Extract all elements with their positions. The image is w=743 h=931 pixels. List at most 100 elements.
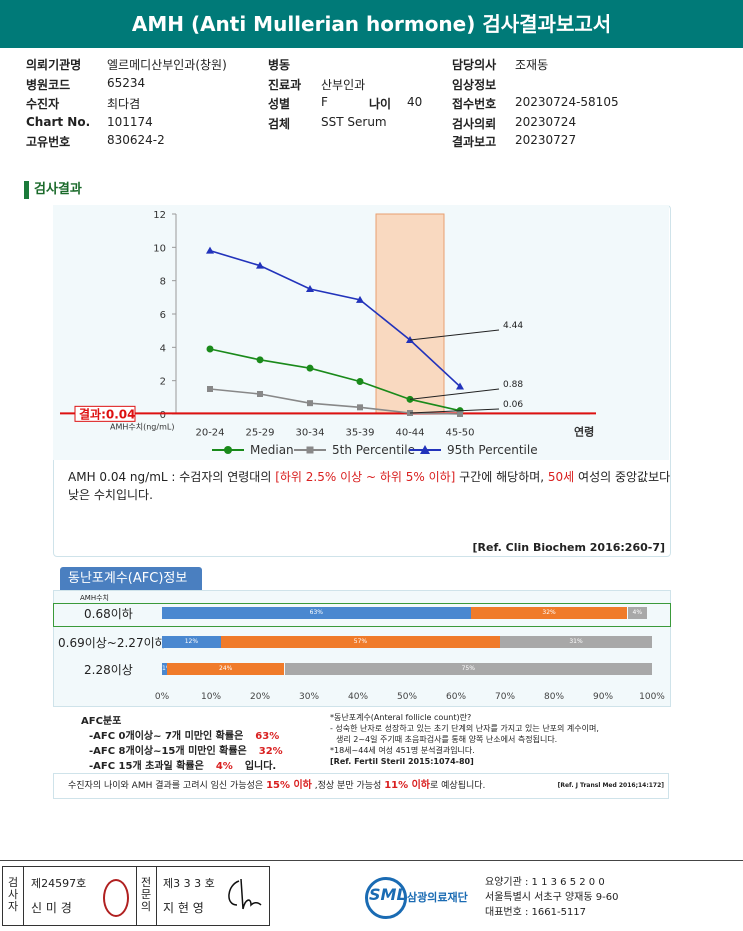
signature-box: 검사자 제24597호 신 미 경 전문의 제3 3 3 호 지 현 영 <box>2 866 270 926</box>
result-text-3: 구간에 해당하며, <box>455 470 548 484</box>
p5-point <box>257 391 263 397</box>
afc-dist-label: -AFC 0개이상~ 7개 미만인 확률은 <box>89 731 244 742</box>
afc-bar-segment: 63% <box>162 607 471 619</box>
result-label-box <box>74 405 136 422</box>
annotation-label: 0.88 <box>503 380 523 390</box>
p5-point <box>307 400 313 407</box>
annotation-label: 0.06 <box>503 400 523 410</box>
x-tick-label: 35-39 <box>345 427 374 438</box>
annotation-leader <box>409 388 500 400</box>
y-axis-label: AMH수치(ng/mL) <box>110 422 174 431</box>
afc-axis-tick: 90% <box>592 692 614 702</box>
col3-key-4: 결과보고 <box>452 135 497 149</box>
afc-note: *동난포계수(Anteral follicle count)란? - 성숙한 난… <box>330 712 660 767</box>
afc-dist-title: AFC분포 <box>81 716 122 727</box>
afc-dist-value: 4% <box>215 761 233 772</box>
afc-dist-label: -AFC 8개이상~15개 미만인 확률은 <box>89 746 247 757</box>
legend-marker-2 <box>420 445 430 454</box>
x-axis-suffix: 연령 <box>574 424 594 438</box>
x-tick-label: 40-44 <box>395 427 424 438</box>
afc-dist-tail: 입니다. <box>244 761 277 772</box>
p5-point <box>357 404 363 411</box>
col2-val-2: F <box>321 95 328 109</box>
inspector-license: 제24597호 <box>31 877 87 890</box>
legend-marker-0 <box>224 446 232 454</box>
afc-note-4: *18세~44세 여성 451명 분석결과입니다. <box>330 746 475 755</box>
preg-reference: [Ref. J Transl Med 2016;14:172] <box>557 782 664 789</box>
median-point <box>306 364 314 372</box>
afc-distribution: AFC분포 -AFC 0개이상~ 7개 미만인 확률은 63% -AFC 8개이상~… <box>53 706 669 772</box>
p95-point <box>206 246 214 254</box>
legend-label-0: Median <box>250 443 294 457</box>
col3-key-2: 접수번호 <box>452 97 497 111</box>
y-tick-label: 12 <box>153 210 166 221</box>
afc-dist-row: -AFC 15개 초과일 확률은 4% 입니다. <box>89 757 276 772</box>
col1-val-4: 830624-2 <box>107 133 165 147</box>
afc-dist-row: -AFC 8개이상~15개 미만인 확률은 32% <box>89 742 283 757</box>
afc-bar: 63% 32% 4% <box>162 607 652 619</box>
afc-axis-tick: 10% <box>200 692 222 702</box>
afc-axis-tick: 30% <box>298 692 320 702</box>
legend-marker-1 <box>306 446 314 454</box>
y-tick-label: 10 <box>153 243 166 254</box>
col1-val-1: 65234 <box>107 76 146 90</box>
result-range: [하위 2.5% 이상 ~ 하위 5% 이하] <box>275 470 456 484</box>
afc-bar: 1%24%75% <box>162 663 652 675</box>
series-line-2 <box>209 249 461 388</box>
afc-axis-tick: 60% <box>445 692 467 702</box>
annotation-leader <box>409 408 500 414</box>
col3-key-0: 담당의사 <box>452 58 497 72</box>
afc-dist-row: -AFC 0개이상~ 7개 미만인 확률은 63% <box>89 727 279 742</box>
legend-label-2: 95th Percentile <box>447 443 538 457</box>
afc-bar: 12% 57% 31% <box>162 636 652 648</box>
afc-axis-tick: 50% <box>396 692 418 702</box>
y-tick-label: 6 <box>160 310 166 321</box>
age-val: 40 <box>407 95 423 109</box>
p95-point <box>356 295 364 303</box>
afc-note-1: *동난포계수(Anteral follicle count)란? <box>330 713 472 722</box>
afc-note-3: 생리 2~4일 주기때 초음파검사를 통해 양쪽 난소에서 측정됩니다. <box>336 735 558 744</box>
series-line-1 <box>209 388 461 415</box>
col3-val-0: 조재동 <box>515 58 549 72</box>
median-point <box>356 378 364 385</box>
col2-val-3: SST Serum <box>321 115 387 129</box>
afc-axis-tick: 0% <box>154 692 170 702</box>
afc-axis-tick: 20% <box>249 692 271 702</box>
col1-key-0: 의뢰기관명 <box>26 58 82 72</box>
y-tick-label: 2 <box>160 377 166 388</box>
result-age: 50세 <box>547 470 575 484</box>
seal-stamp <box>103 879 129 917</box>
chart-area <box>53 205 669 460</box>
sml-brand-name: 삼광의료재단 <box>407 891 468 904</box>
afc-note-5: [Ref. Fertil Steril 2015:1074-80] <box>330 757 474 766</box>
y-tick-label: 4 <box>160 343 166 354</box>
afc-dist-value: 63% <box>255 731 280 742</box>
col1-val-2: 최다겸 <box>107 97 141 111</box>
afc-bar-segment: 31% <box>500 636 652 648</box>
report-title: AMH (Anti Mullerian hormone) 검사결과보고서 <box>131 12 612 36</box>
col3-key-3: 검사의뢰 <box>452 117 497 131</box>
x-tick-label: 20-24 <box>195 427 224 438</box>
physician-name: 지 현 영 <box>163 901 204 915</box>
lab-code: 요양기관 : 1 1 3 6 5 2 0 0 <box>485 877 605 888</box>
col3-val-3: 20230724 <box>515 115 577 129</box>
afc-tab: 동난포계수(AFC)정보 <box>60 567 202 591</box>
afc-bar-segment: 1% <box>162 663 167 675</box>
afc-bar-segment: 24% <box>166 663 285 675</box>
result-text-6: 낮은 수치입니다. <box>68 488 153 502</box>
y-tick-label: 0 <box>160 410 166 421</box>
highlight-band <box>375 213 445 415</box>
physician-license: 제3 3 3 호 <box>163 877 215 890</box>
preg-text-5: 로 예상됩니다. <box>430 781 486 791</box>
result-reference: [Ref. Clin Biochem 2016:260-7] <box>472 541 665 554</box>
afc-row-label: 0.68이하 <box>84 607 133 621</box>
col3-key-1: 임상정보 <box>452 78 497 92</box>
series-line-0 <box>209 348 461 412</box>
preg-text-3: ,정상 분만 가능성 <box>314 781 382 791</box>
afc-bar-segment: 12% <box>162 636 221 648</box>
x-tick-label: 25-29 <box>245 427 274 438</box>
patient-info: 의뢰기관명 엘르메디산부인과(창원) 병원코드 65234 수진자 최다겸 Chart No… <box>0 56 743 151</box>
afc-dist-value: 32% <box>258 746 283 757</box>
afc-axis-tick: 80% <box>543 692 565 702</box>
